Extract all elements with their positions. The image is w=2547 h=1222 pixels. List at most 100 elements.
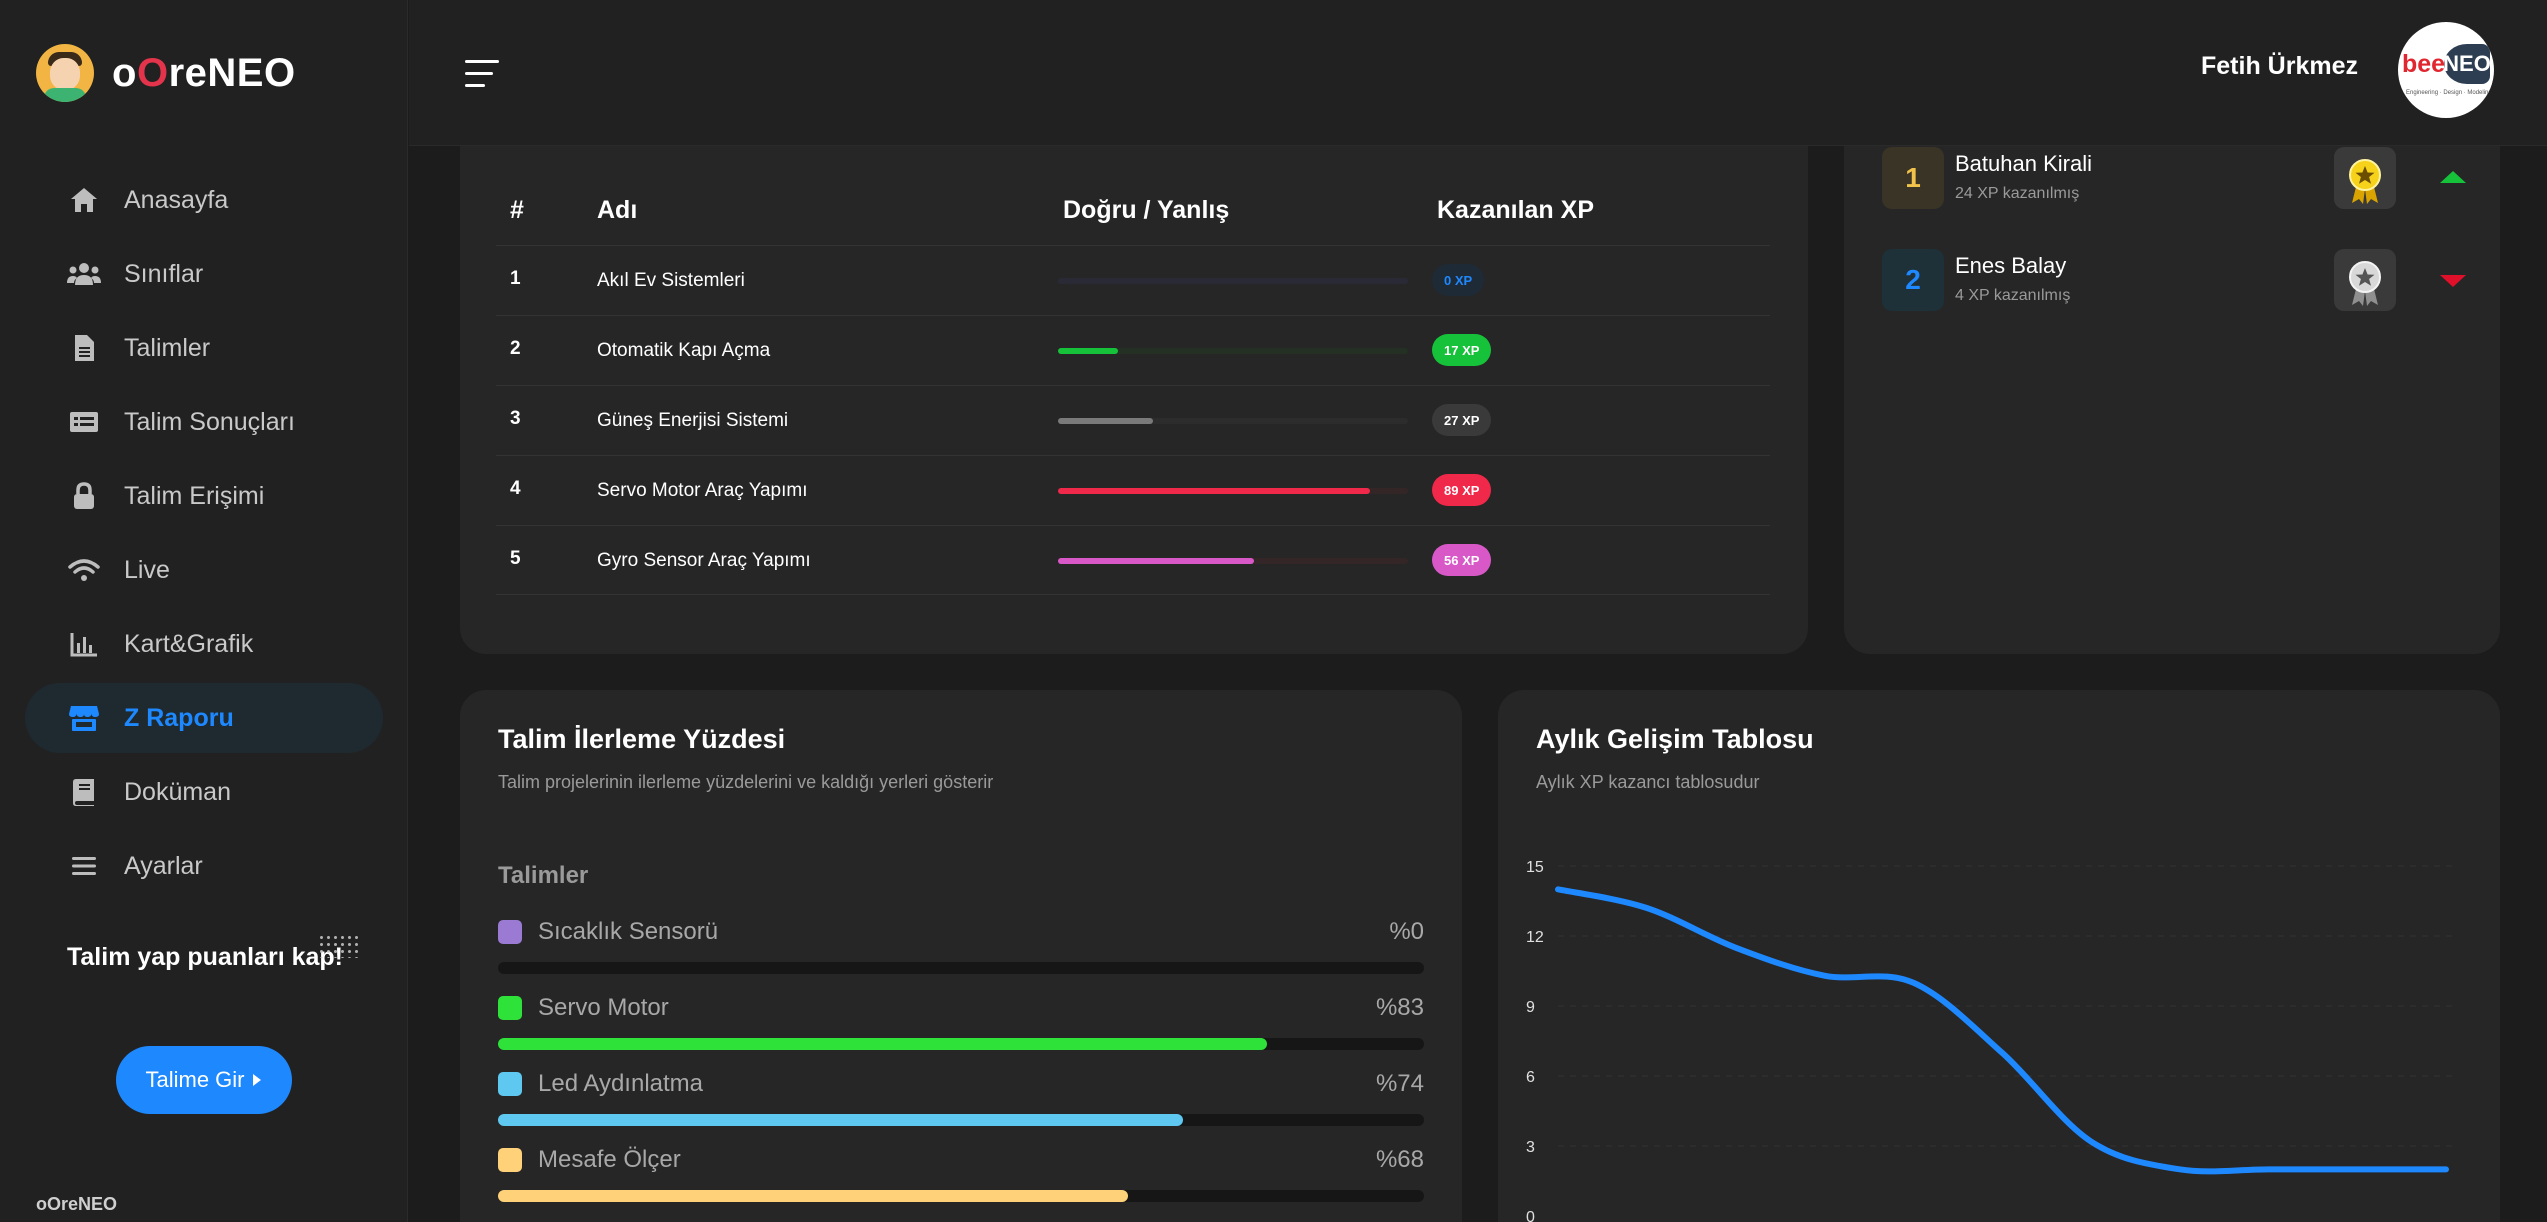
sidebar-item-label: Sınıflar xyxy=(124,259,204,288)
silver-medal-icon xyxy=(2334,249,2396,311)
row-number: 5 xyxy=(510,548,521,569)
row-progress-track xyxy=(1058,348,1408,354)
progress-track xyxy=(498,1038,1424,1050)
row-progress-fill xyxy=(1058,348,1118,354)
ranking-card: 1 Batuhan Kirali 24 XP kazanılmış 2 Enes… xyxy=(1844,100,2500,654)
xp-badge: 89 XP xyxy=(1432,474,1492,506)
progress-label: Servo Motor xyxy=(538,994,669,1021)
avatar-logo-badge: NEO xyxy=(2443,44,2491,84)
sidebar-item-label: Kart&Grafik xyxy=(124,629,254,658)
y-tick-label: 15 xyxy=(1526,859,1544,876)
sidebar-nav: Anasayfa Sınıflar Talimler Talim Sonuçla… xyxy=(25,165,383,905)
y-tick-label: 0 xyxy=(1526,1209,1535,1222)
caret-right-icon xyxy=(252,1074,261,1086)
brand-logo[interactable]: oOreNEO xyxy=(36,44,296,102)
chart-card-subtitle: Aylık XP kazancı tablosudur xyxy=(1536,772,1760,792)
table-row[interactable]: 4 Servo Motor Araç Yapımı 89 XP xyxy=(496,455,1770,525)
y-tick-label: 9 xyxy=(1526,999,1535,1016)
promo-block: Talim yap puanları kap! xyxy=(60,934,362,974)
color-swatch xyxy=(498,996,522,1020)
table-row[interactable]: 1 Akıl Ev Sistemleri 0 XP xyxy=(496,245,1770,315)
wifi-icon xyxy=(67,555,101,585)
sidebar-item-talim-erisimi[interactable]: Talim Erişimi xyxy=(25,461,383,531)
avatar-tagline: Engineering · Design · Modeling xyxy=(2406,90,2492,96)
sidebar-footer: oOreNEO xyxy=(36,1194,118,1214)
progress-list-heading: Talimler xyxy=(498,862,589,889)
rank-badge: 1 xyxy=(1882,147,1944,209)
table-row[interactable]: 2 Otomatik Kapı Açma 17 XP xyxy=(496,315,1770,385)
row-progress-track xyxy=(1058,278,1408,284)
user-name[interactable]: Fetih Ürkmez xyxy=(2201,52,2358,80)
table-row[interactable]: 3 Güneş Enerjisi Sistemi 27 XP xyxy=(496,385,1770,455)
ranking-name: Enes Balay xyxy=(1955,253,2067,278)
sidebar-item-anasayfa[interactable]: Anasayfa xyxy=(25,165,383,235)
progress-fill xyxy=(498,1038,1267,1050)
ranking-score: 24 XP kazanılmış xyxy=(1955,185,2080,202)
avatar[interactable]: bee NEO Engineering · Design · Modeling xyxy=(2398,22,2494,118)
row-progress-track xyxy=(1058,488,1408,494)
sidebar-item-label: Ayarlar xyxy=(124,851,203,880)
progress-fill xyxy=(498,1114,1184,1126)
y-tick-label: 12 xyxy=(1526,929,1544,946)
sidebar-item-label: Live xyxy=(124,555,170,584)
row-progress-fill xyxy=(1058,418,1153,424)
xp-badge: 17 XP xyxy=(1432,334,1492,366)
ranking-score: 4 XP kazanılmış xyxy=(1955,287,2071,304)
progress-label: Mesafe Ölçer xyxy=(538,1146,681,1173)
sidebar-item-label: Z Raporu xyxy=(124,703,234,732)
document-icon xyxy=(67,333,101,363)
trend-down-icon xyxy=(2440,275,2466,287)
sidebar-item-siniflar[interactable]: Sınıflar xyxy=(25,239,383,309)
sidebar-item-ayarlar[interactable]: Ayarlar xyxy=(25,831,383,901)
row-progress-fill xyxy=(1058,488,1370,494)
sidebar-item-label: Talimler xyxy=(124,333,211,362)
row-progress-fill xyxy=(1058,558,1254,564)
sidebar-item-label: Talim Sonuçları xyxy=(124,407,295,436)
progress-label: Sıcaklık Sensorü xyxy=(538,918,719,945)
gold-medal-icon xyxy=(2334,147,2396,209)
talim-table-card: # Adı Doğru / Yanlış Kazanılan XP 1 Akıl … xyxy=(460,100,1808,654)
progress-value: %83 xyxy=(1375,994,1424,1021)
column-header-xp: Kazanılan XP xyxy=(1437,196,1594,224)
ranking-row[interactable]: 1 Batuhan Kirali 24 XP kazanılmış xyxy=(1882,147,2466,209)
row-name: Gyro Sensor Araç Yapımı xyxy=(597,550,811,571)
sidebar-item-kart-grafik[interactable]: Kart&Grafik xyxy=(25,609,383,679)
brand-name: oOreNEO xyxy=(112,50,296,95)
ranking-row[interactable]: 2 Enes Balay 4 XP kazanılmış xyxy=(1882,249,2466,311)
results-icon xyxy=(67,407,101,437)
row-name: Güneş Enerjisi Sistemi xyxy=(597,410,789,431)
xp-badge: 56 XP xyxy=(1432,544,1492,576)
progress-track xyxy=(498,1114,1424,1126)
sidebar-item-talim-sonuclari[interactable]: Talim Sonuçları xyxy=(25,387,383,457)
talime-gir-button[interactable]: Talime Gir xyxy=(116,1046,292,1114)
sidebar-item-live[interactable]: Live xyxy=(25,535,383,605)
xp-badge: 0 XP xyxy=(1432,264,1485,296)
row-number: 4 xyxy=(510,478,521,499)
dots-decoration-icon xyxy=(318,934,362,958)
xp-badge: 27 XP xyxy=(1432,404,1492,436)
sidebar-item-dokuman[interactable]: Doküman xyxy=(25,757,383,827)
talime-gir-label: Talime Gir xyxy=(145,1067,245,1092)
hamburger-menu-icon[interactable] xyxy=(465,60,499,88)
sidebar-item-z-raporu[interactable]: Z Raporu xyxy=(25,683,383,753)
color-swatch xyxy=(498,1148,522,1172)
rank-badge: 2 xyxy=(1882,249,1944,311)
row-name: Otomatik Kapı Açma xyxy=(597,340,771,361)
sidebar: oOreNEO Anasayfa Sınıflar Talimler Talim… xyxy=(0,0,408,1222)
mascot-logo-icon xyxy=(36,44,94,102)
progress-track xyxy=(498,962,1424,974)
menu-icon xyxy=(67,851,101,881)
row-progress-track xyxy=(1058,418,1408,424)
column-header-name: Adı xyxy=(597,196,638,224)
table-row[interactable]: 5 Gyro Sensor Araç Yapımı 56 XP xyxy=(496,525,1770,595)
progress-card-subtitle: Talim projelerinin ilerleme yüzdelerini … xyxy=(498,772,994,792)
progress-label: Led Aydınlatma xyxy=(538,1070,704,1097)
row-name: Servo Motor Araç Yapımı xyxy=(597,480,808,501)
lock-icon xyxy=(67,481,101,511)
sidebar-item-label: Talim Erişimi xyxy=(124,481,265,510)
sidebar-item-talimler[interactable]: Talimler xyxy=(25,313,383,383)
progress-value: %68 xyxy=(1375,1146,1424,1173)
ranking-name: Batuhan Kirali xyxy=(1955,151,2092,176)
progress-card-title: Talim İlerleme Yüzdesi xyxy=(498,724,786,754)
progress-value: %74 xyxy=(1375,1070,1424,1097)
